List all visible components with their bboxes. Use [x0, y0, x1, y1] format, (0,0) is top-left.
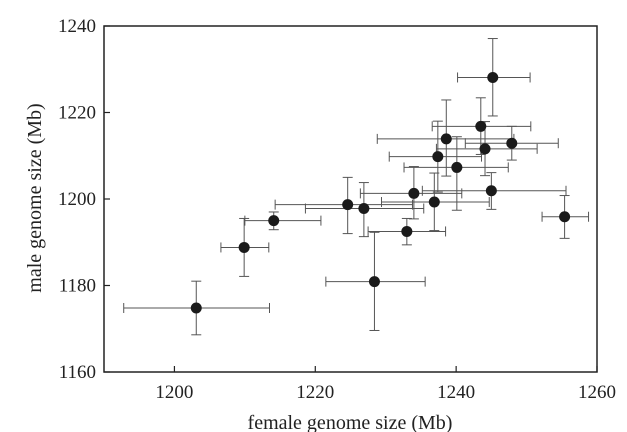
y-tick-label: 1220	[58, 103, 96, 124]
x-tick-label: 1200	[155, 382, 193, 403]
plot-frame	[103, 25, 598, 373]
y-tick-label: 1180	[59, 276, 96, 297]
data-point	[451, 161, 463, 173]
data-points	[190, 71, 571, 314]
axis-ticks: 1200 1220 1240 1260 1160 1180 1200 1220 1240	[58, 16, 616, 403]
data-point	[506, 137, 518, 149]
x-tick-label: 1240	[437, 382, 475, 403]
x-axis-title: female genome size (Mb)	[248, 412, 453, 432]
data-point	[342, 199, 354, 211]
data-point	[475, 120, 487, 132]
data-point	[428, 196, 440, 208]
data-point	[268, 215, 280, 227]
y-tick-label: 1240	[58, 16, 96, 37]
data-point	[408, 187, 420, 199]
data-point	[559, 211, 571, 223]
data-point	[479, 143, 491, 155]
data-point	[368, 276, 380, 288]
data-point	[358, 203, 370, 215]
y-axis-title: male genome size (Mb)	[24, 103, 46, 292]
x-tick-label: 1220	[296, 382, 334, 403]
y-tick-label: 1160	[59, 362, 96, 383]
data-point	[487, 71, 499, 83]
y-tick-label: 1200	[58, 189, 96, 210]
data-point	[238, 241, 250, 253]
data-point	[190, 302, 202, 314]
data-point	[440, 133, 452, 145]
data-point	[485, 185, 497, 197]
x-tick-label: 1260	[578, 382, 616, 403]
data-point	[432, 151, 444, 163]
data-point	[401, 225, 413, 237]
